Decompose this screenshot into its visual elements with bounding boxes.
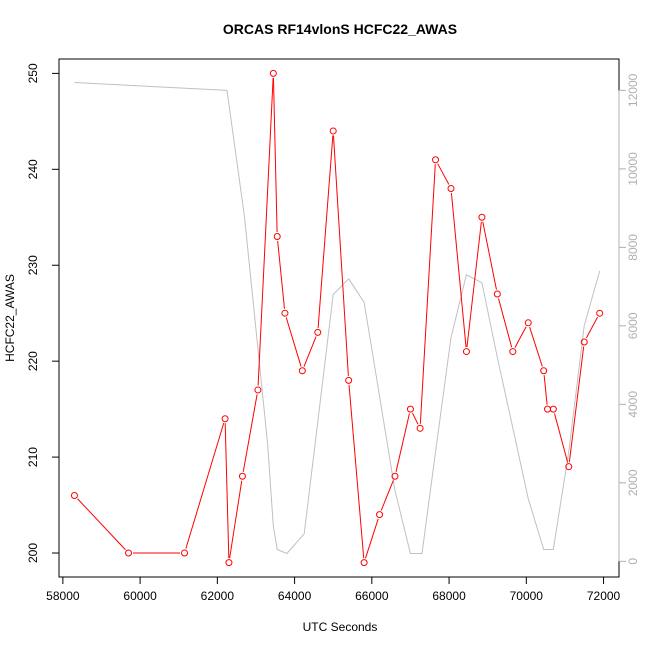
series-segment (224, 423, 230, 559)
series-layer (70, 69, 604, 567)
series-segment (229, 480, 243, 559)
y-tick-label: 200 (26, 543, 40, 563)
y2-tick-label: 12000 (626, 73, 640, 107)
series-segment (498, 298, 513, 348)
series-segment (332, 135, 349, 376)
data-point (462, 348, 470, 356)
x-tick-label: 72000 (587, 589, 621, 603)
series-segment (554, 413, 569, 463)
series-segment (277, 240, 285, 309)
series-segment (257, 77, 274, 386)
x-tick-label: 58000 (46, 589, 80, 603)
data-point (406, 405, 414, 413)
data-point (360, 559, 368, 567)
x-tick-label: 60000 (123, 589, 157, 603)
series-segment (77, 498, 126, 551)
y2-tick-label: 0 (626, 558, 640, 565)
series-segment (380, 480, 394, 511)
y2-tick-label: 2000 (626, 469, 640, 496)
data-point (221, 415, 229, 423)
series-segment (568, 346, 585, 463)
data-point (549, 405, 557, 413)
data-point (540, 367, 548, 375)
data-point (345, 376, 353, 384)
series-segment (285, 317, 302, 367)
y-tick-label: 220 (26, 351, 40, 371)
data-point (281, 309, 289, 317)
series-segment (482, 221, 497, 290)
data-point (544, 405, 552, 413)
y2-tick-label: 4000 (626, 391, 640, 418)
series-segment (317, 135, 334, 328)
series-segment (185, 422, 225, 549)
x-tick-label: 68000 (432, 589, 466, 603)
data-point (493, 290, 501, 298)
y-axis-left: 200 210 220 230 240 250 (26, 63, 60, 563)
y2-tick-label: 6000 (626, 312, 640, 339)
series-segment (543, 375, 548, 405)
data-point (565, 463, 573, 471)
x-axis-label: UTC Seconds (303, 620, 378, 634)
series-segment (412, 412, 419, 425)
series-segment (419, 164, 436, 424)
x-tick-label: 62000 (201, 589, 235, 603)
y2-tick-label: 10000 (626, 152, 640, 186)
data-point (181, 549, 189, 557)
series-segment (450, 192, 467, 348)
series-segment (585, 316, 599, 339)
x-tick-label: 66000 (355, 589, 389, 603)
y-tick-label: 230 (26, 255, 40, 275)
data-point (70, 491, 78, 499)
series-segment (466, 221, 482, 348)
data-point (524, 319, 532, 327)
data-point (478, 213, 486, 221)
series-segment (514, 326, 527, 348)
data-point (447, 185, 455, 192)
series-segment (303, 336, 317, 367)
y2-tick-label: 8000 (626, 234, 640, 261)
x-tick-label: 70000 (510, 589, 544, 603)
series-segment (395, 413, 410, 473)
series-segment (365, 518, 379, 559)
series-segment (437, 163, 450, 185)
data-point (269, 69, 277, 77)
data-point (329, 127, 337, 135)
series-segment (272, 77, 278, 232)
series-segment (529, 326, 543, 367)
data-point (376, 511, 384, 519)
data-point (314, 328, 322, 336)
data-point (580, 338, 588, 346)
series-segment (348, 384, 365, 559)
chart-title: ORCAS RF14vlonS HCFC22_AWAS (223, 21, 457, 37)
series-line-secondary (74, 82, 601, 555)
plot-frame (58, 58, 620, 578)
data-point (125, 549, 133, 557)
y-axis-label: HCFC22_AWAS (3, 274, 17, 362)
data-point (238, 472, 246, 480)
data-point (432, 156, 440, 164)
x-tick-label: 64000 (278, 589, 312, 603)
data-point (298, 367, 306, 375)
y-axis-right: 0 2000 4000 6000 8000 10000 12000 (618, 73, 640, 565)
data-point (225, 559, 233, 567)
data-point (596, 309, 604, 317)
data-point (509, 348, 517, 356)
y-tick-label: 250 (26, 63, 40, 83)
y-tick-label: 210 (26, 447, 40, 467)
data-point (391, 472, 399, 480)
data-point (273, 232, 281, 240)
data-point (254, 386, 262, 394)
x-axis: 58000 60000 62000 64000 66000 68000 70000 72000 (46, 576, 621, 603)
y-tick-label: 240 (26, 159, 40, 179)
data-point (416, 424, 424, 432)
series-segment (242, 394, 258, 472)
